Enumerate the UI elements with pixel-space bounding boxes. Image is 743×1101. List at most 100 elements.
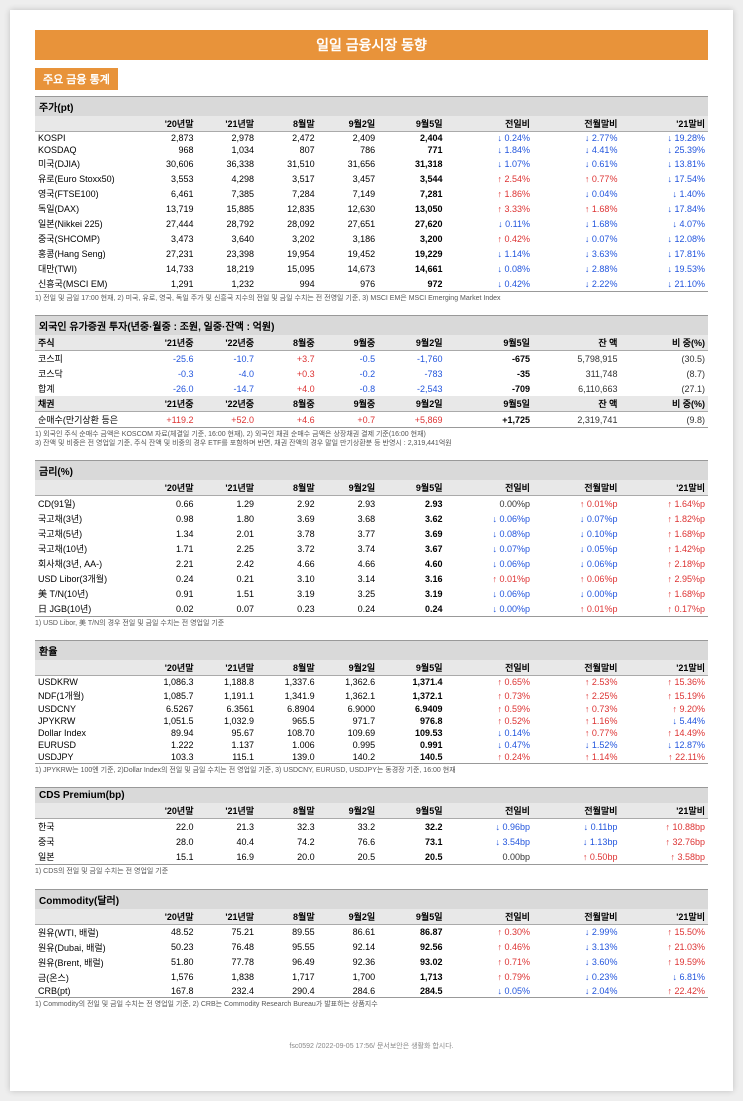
cell: ↑ 2.53% [533,676,620,689]
cell: ↓ 0.06%p [533,556,620,571]
cell: 167.8 [136,985,197,997]
cell: ↓ 12.08% [620,231,708,246]
cell: 1.29 [197,496,258,512]
section-note: 1) Commodity의 전일 및 금일 수치는 전 영업일 기준, 2) C… [35,997,708,1011]
cell: ↑ 9.20% [620,703,708,715]
section-header: CDS Premium(bp) [35,787,708,803]
cell: 2.25 [197,541,258,556]
cell: 미국(DJIA) [35,156,136,171]
cell: 6.8904 [257,703,318,715]
column-header: 9월5일 [378,660,445,676]
data-table: '20년말'21년말8월말9월2일9월5일전일비전월말비'21말비CD(91일)… [35,480,708,616]
cell: 6.9409 [378,703,445,715]
cell: 1,362.1 [318,688,379,703]
cell: 회사채(3년, AA-) [35,556,136,571]
cell: 14,673 [318,261,379,276]
data-table: '20년말'21년말8월말9월2일9월5일전일비전월말비'21말비원유(WTI,… [35,909,708,997]
cell: 0.00%p [445,496,532,512]
cell: 1,291 [136,276,197,291]
column-header: '21년말 [197,480,258,496]
column-header: 8월중 [257,335,318,351]
table-row: USDKRW1,086.31,188.81,337.61,362.61,371.… [35,676,708,689]
cell: 51.80 [136,955,197,970]
section-header: 환율 [35,640,708,660]
cell: 1.006 [257,739,318,751]
table-row: 일본15.116.920.020.520.50.00bp↑ 0.50bp↑ 3.… [35,849,708,864]
cell: ↑ 2.25% [533,688,620,703]
column-header: '21년중 [136,396,197,412]
cell: -0.8 [318,381,379,396]
table-row: 중국(SHCOMP)3,4733,6403,2023,1863,200↑ 0.4… [35,231,708,246]
cell: 75.21 [197,924,258,940]
column-header [35,116,136,132]
table-row: 원유(WTI, 배럴)48.5275.2189.5586.6186.87↑ 0.… [35,924,708,940]
cell: ↓ 21.10% [620,276,708,291]
cell: 0.98 [136,511,197,526]
cell: ↑ 1.16% [533,715,620,727]
cell: ↓ 1.40% [620,186,708,201]
data-table: 채권'21년중'22년중8월중9월중9월2일9월5일잔 액비 중(%)순매수(만… [35,396,708,427]
data-table: '20년말'21년말8월말9월2일9월5일전일비전월말비'21말비한국22.02… [35,803,708,864]
cell: -25.6 [136,351,197,367]
cell: 32.2 [378,819,445,835]
cell: 140.2 [318,751,379,763]
column-header: '22년중 [197,396,258,412]
table-row: 독일(DAX)13,71915,88512,83512,63013,050↑ 3… [35,201,708,216]
cell: 3.62 [378,511,445,526]
cell: 3,517 [257,171,318,186]
cell: -0.5 [318,351,379,367]
cell: 1,337.6 [257,676,318,689]
cell: 139.0 [257,751,318,763]
cell: ↑ 1.82%p [620,511,708,526]
cell: ↑ 3.33% [445,201,532,216]
cell: 27,231 [136,246,197,261]
column-header: 8월말 [257,803,318,819]
cell: 코스닥 [35,366,136,381]
cell: 19,954 [257,246,318,261]
cell: 95.55 [257,940,318,955]
cell: 중국 [35,834,136,849]
cell: 284.5 [378,985,445,997]
cell: ↑ 0.01%p [533,496,620,512]
cell: ↓ 0.06%p [445,556,532,571]
cell: 3.14 [318,571,379,586]
cell: ↑ 0.42% [445,231,532,246]
cell: 3.74 [318,541,379,556]
column-header: '21말비 [620,803,708,819]
cell: 13,050 [378,201,445,216]
cell: ↓ 0.06%p [445,586,532,601]
column-header: '21년말 [197,909,258,925]
cell: ↑ 1.68%p [620,586,708,601]
column-header: 8월말 [257,909,318,925]
cell: 20.5 [378,849,445,864]
cell: 31,318 [378,156,445,171]
column-header: 9월5일 [378,116,445,132]
cell: ↑ 1.86% [445,186,532,201]
column-header: 9월2일 [378,335,445,351]
column-header: 8월중 [257,396,318,412]
cell: 109.53 [378,727,445,739]
cell: 3.69 [378,526,445,541]
cell: 771 [378,144,445,156]
cell: 3.78 [257,526,318,541]
cell: 89.55 [257,924,318,940]
cell: 15.1 [136,849,197,864]
page-title: 일일 금융시장 동향 [35,30,708,60]
cell: ↓ 0.05%p [533,541,620,556]
cell: ↓ 0.42% [445,276,532,291]
cell: 27,651 [318,216,379,231]
cell: 7,149 [318,186,379,201]
cell: ↓ 3.54bp [445,834,532,849]
column-header [35,909,136,925]
column-header: 9월2일 [378,396,445,412]
cell: 965.5 [257,715,318,727]
cell: 2.21 [136,556,197,571]
column-header: 9월2일 [318,660,379,676]
cell: 5,798,915 [533,351,620,367]
cell: 48.52 [136,924,197,940]
cell: 3,473 [136,231,197,246]
cell: ↓ 0.14% [445,727,532,739]
cell: 1,032.9 [197,715,258,727]
section-header: 외국인 유가증권 투자(년중·월중 : 조원, 일중·잔액 : 억원) [35,315,708,335]
cell: 원유(Brent, 배럴) [35,955,136,970]
